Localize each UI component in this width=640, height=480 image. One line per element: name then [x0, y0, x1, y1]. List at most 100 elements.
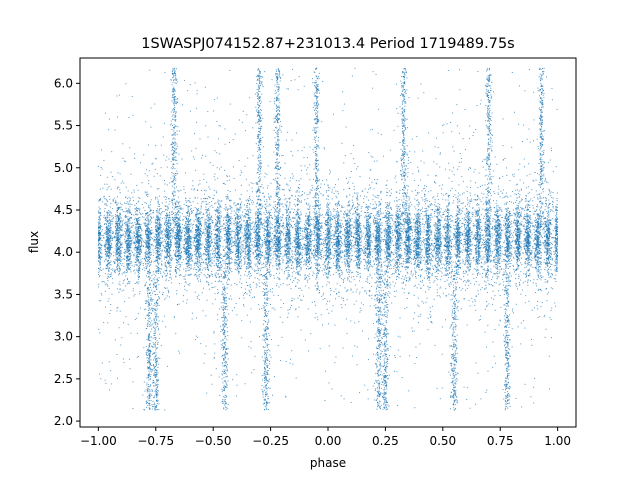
data-point	[367, 191, 369, 193]
data-point	[127, 227, 129, 229]
data-point	[378, 235, 380, 237]
data-point	[136, 245, 138, 247]
data-point	[349, 228, 351, 230]
data-point	[325, 259, 327, 261]
data-point	[254, 222, 256, 224]
data-point	[198, 227, 200, 229]
data-point	[455, 246, 457, 248]
data-point	[226, 251, 228, 253]
data-point	[263, 228, 265, 230]
data-point	[188, 229, 190, 231]
data-point	[536, 235, 538, 237]
data-point	[448, 234, 450, 236]
data-point	[279, 248, 281, 250]
data-point	[438, 213, 440, 215]
data-point	[245, 245, 247, 247]
data-point	[138, 229, 140, 231]
data-point	[526, 222, 528, 224]
data-point	[266, 259, 268, 261]
data-point	[210, 244, 212, 246]
data-point	[306, 227, 308, 229]
data-point	[265, 253, 267, 255]
data-point	[336, 228, 338, 230]
data-point	[244, 262, 246, 264]
data-point	[413, 222, 415, 224]
data-point	[439, 242, 441, 244]
data-point	[258, 263, 260, 265]
data-point	[444, 239, 446, 241]
data-point	[273, 277, 275, 279]
data-point	[244, 232, 246, 234]
data-point	[514, 218, 516, 220]
data-point	[171, 257, 173, 259]
data-point	[399, 236, 401, 238]
data-point	[316, 241, 318, 243]
data-point	[190, 230, 192, 232]
data-point	[194, 274, 196, 276]
data-point	[199, 270, 201, 272]
data-point	[287, 248, 289, 250]
data-point	[324, 223, 326, 225]
data-point	[513, 220, 515, 222]
data-point	[496, 210, 498, 212]
data-point	[115, 246, 117, 248]
data-point	[390, 255, 392, 257]
data-point	[267, 271, 269, 273]
data-point	[338, 224, 340, 226]
data-point	[487, 256, 489, 258]
data-point	[388, 238, 390, 240]
data-point	[189, 231, 191, 233]
data-point	[477, 239, 479, 241]
data-point	[328, 240, 330, 242]
data-point	[240, 253, 242, 255]
data-point	[537, 231, 539, 233]
data-point	[425, 270, 427, 272]
data-point	[473, 237, 475, 239]
data-point	[225, 246, 227, 248]
data-point	[505, 250, 507, 252]
data-point	[398, 199, 400, 201]
data-point	[318, 223, 320, 225]
data-point	[217, 249, 219, 251]
data-point	[207, 226, 209, 228]
data-point	[380, 265, 382, 267]
data-point	[148, 257, 150, 259]
data-point	[485, 262, 487, 264]
data-point	[125, 243, 127, 245]
data-point	[426, 212, 428, 214]
data-point	[225, 254, 227, 256]
data-point	[249, 204, 251, 206]
data-point	[478, 230, 480, 232]
data-point	[308, 276, 310, 278]
data-point	[135, 261, 137, 263]
data-point	[467, 267, 469, 269]
data-point	[300, 200, 302, 202]
data-point	[325, 258, 327, 260]
data-point	[187, 225, 189, 227]
data-point	[245, 238, 247, 240]
data-point	[336, 236, 338, 238]
data-point	[167, 207, 169, 209]
data-point	[497, 266, 499, 268]
data-point	[374, 245, 376, 247]
data-point	[335, 211, 337, 213]
data-point	[327, 224, 329, 226]
data-point	[256, 263, 258, 265]
data-point	[230, 248, 232, 250]
data-point	[421, 240, 423, 242]
data-point	[547, 239, 549, 241]
data-point	[406, 216, 408, 218]
data-point	[534, 220, 536, 222]
data-point	[477, 244, 479, 246]
data-point	[386, 247, 388, 249]
data-point	[368, 239, 370, 241]
data-point	[359, 244, 361, 246]
data-point	[218, 248, 220, 250]
data-point	[289, 240, 291, 242]
data-point	[329, 267, 331, 269]
data-point	[130, 216, 132, 218]
data-point	[373, 207, 375, 209]
data-point	[520, 271, 522, 273]
data-point	[388, 212, 390, 214]
data-point	[460, 250, 462, 252]
